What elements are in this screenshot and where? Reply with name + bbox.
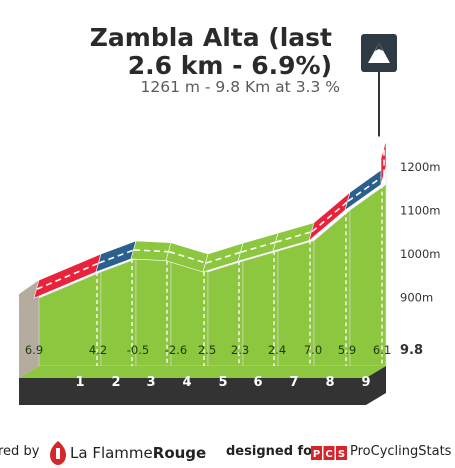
- profile-front-skirt: [19, 366, 386, 378]
- segment-gradient-label: 5.9: [338, 343, 356, 357]
- page-title: Zambla Alta (last 2.6 km - 6.9%): [89, 23, 332, 80]
- profile-base-front: [19, 378, 366, 405]
- km-marker-label: 5: [218, 375, 227, 390]
- segment-centre-dash: [347, 174, 385, 202]
- altitude-tick-label: 1000m: [400, 247, 440, 261]
- segment-gradient-label: -0.5: [127, 343, 149, 357]
- segment-centre-dash: [240, 241, 277, 253]
- profile-group: 6.9 4.2 -0.5 -2.6 2.5 2.3 2.4 7.0 5.9 6.1 1 2 3 4 5 6 7 8…: [19, 34, 440, 405]
- segment-gradient-label: -2.6: [165, 343, 187, 357]
- segment-centre-dash: [311, 200, 349, 233]
- flame-logo-icon: [50, 441, 66, 465]
- segment-centre-dash: [168, 250, 207, 264]
- segment-gradient-label: 6.1: [373, 343, 391, 357]
- segment-centre-dash: [205, 251, 242, 264]
- lfr-brand-bold: Rouge: [152, 444, 207, 462]
- svg-text:P: P: [313, 449, 320, 460]
- segment-gradient-label: 4.2: [89, 343, 107, 357]
- altitude-tick-label: 1100m: [400, 204, 440, 218]
- km-marker-label: 3: [146, 375, 155, 390]
- powered-by-text: red by: [0, 444, 40, 459]
- segment-centre-dash: [98, 249, 135, 264]
- climb-profile-chart: 6.9 4.2 -0.5 -2.6 2.5 2.3 2.4 7.0 5.9 6.1 1 2 3 4 5 6 7 8…: [19, 34, 440, 405]
- km-marker-label: 7: [289, 375, 298, 390]
- km-marker-label: 9: [361, 375, 370, 390]
- mountain-summit-icon-snow: [375, 43, 383, 51]
- svg-text:S: S: [338, 449, 345, 460]
- svg-text:C: C: [325, 449, 332, 460]
- end-km-label: 9.8: [400, 343, 423, 358]
- lfr-brand-name: La FlammeRouge: [70, 444, 206, 462]
- pcs-badge-icon: P C S: [311, 446, 347, 460]
- mountain-summit-icon: [368, 43, 390, 63]
- segment-gradient-label: 6.9: [25, 343, 43, 357]
- segment-gradient-label: 2.3: [231, 343, 249, 357]
- designed-for-text: designed for: [226, 444, 319, 459]
- km-marker-label: 1: [75, 375, 84, 390]
- pcs-brand-name: ProCyclingStats: [350, 444, 452, 459]
- km-marker-label: 2: [111, 375, 120, 390]
- km-marker-label: 8: [325, 375, 334, 390]
- segment-centre-dash: [36, 262, 100, 290]
- altitude-tick-label: 1200m: [400, 160, 440, 174]
- km-marker-label: 4: [182, 375, 191, 390]
- altitude-tick-label: 900m: [400, 291, 433, 305]
- km-marker-label: 6: [253, 375, 262, 390]
- segment-gradient-label: 2.4: [268, 343, 286, 357]
- start-wall: [19, 280, 39, 378]
- footer: red by La FlammeRouge designed for P C S…: [0, 436, 455, 468]
- segment-side-face: [349, 183, 387, 367]
- page-subtitle: 1261 m - 9.8 Km at 3.3 %: [140, 78, 341, 96]
- segment-gradient-label: 2.5: [198, 343, 216, 357]
- segment-centre-dash: [275, 230, 313, 243]
- lfr-brand-plain: La Flamme: [70, 444, 153, 462]
- segment-gradient-label: 7.0: [304, 343, 322, 357]
- segment-centre-dash: [133, 249, 170, 253]
